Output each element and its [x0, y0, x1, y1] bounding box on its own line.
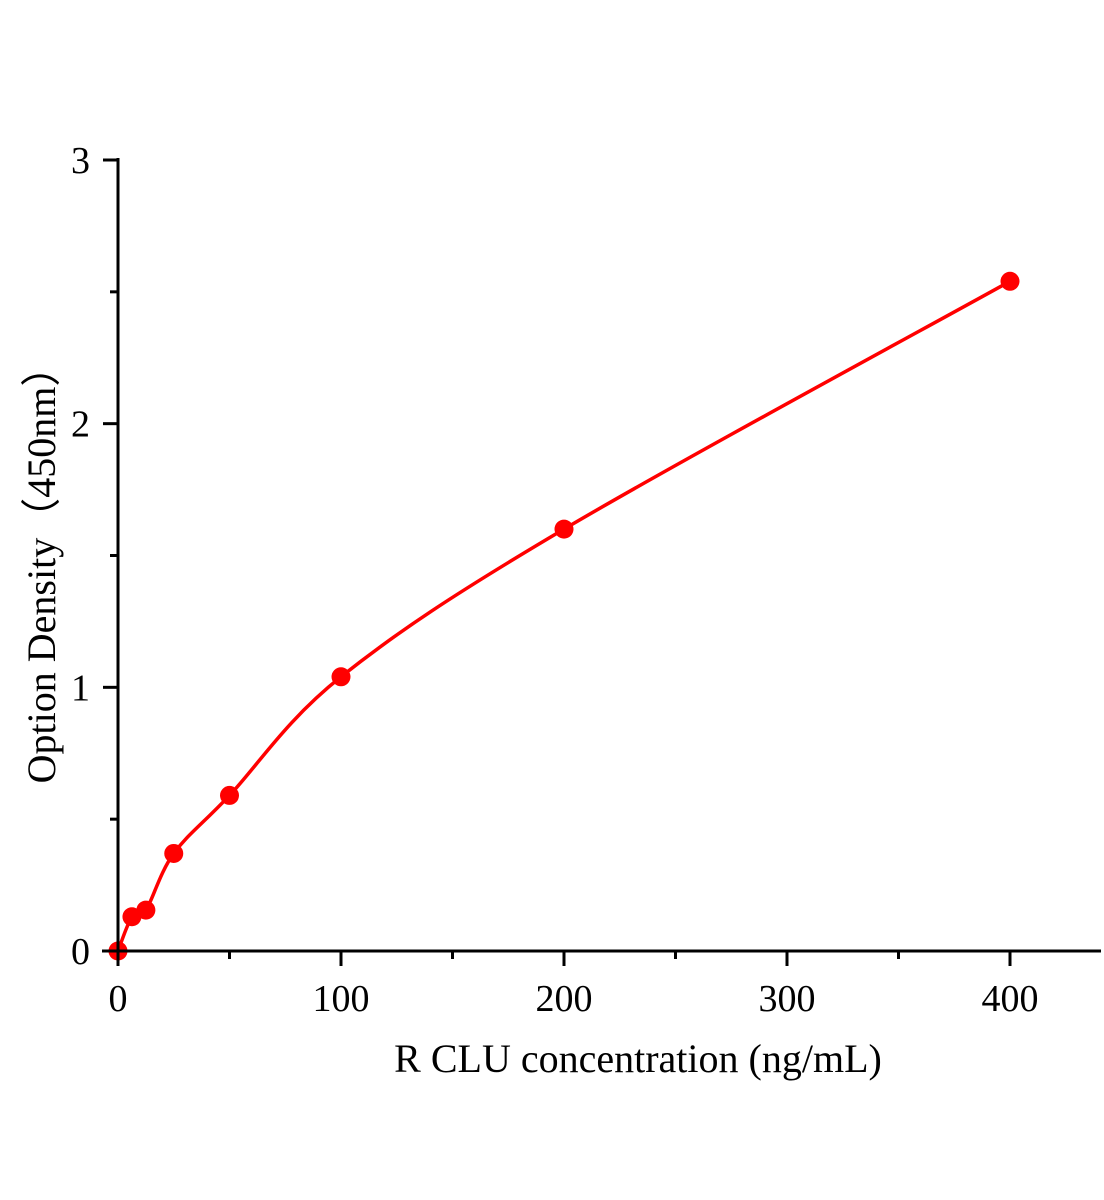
y-axis-title: Option Density（450nm） — [19, 347, 64, 784]
x-tick-label: 400 — [982, 978, 1039, 1020]
x-tick-label: 100 — [313, 978, 370, 1020]
y-tick-label: 3 — [71, 140, 90, 182]
x-tick-label: 0 — [109, 978, 128, 1020]
axes — [102, 158, 1101, 966]
data-point — [1000, 271, 1020, 291]
data-point — [220, 785, 239, 805]
data-point — [164, 843, 184, 863]
y-tick-label: 0 — [71, 931, 90, 973]
data-point — [136, 900, 156, 920]
y-tick-label: 1 — [71, 667, 90, 709]
x-axis-title: R CLU concentration (ng/mL) — [394, 1036, 882, 1081]
fit-curve — [116, 279, 1011, 952]
fit-curve-layer — [116, 279, 1011, 952]
x-tick-label: 200 — [536, 978, 593, 1020]
data-points — [108, 271, 1020, 961]
data-point — [331, 667, 351, 687]
y-tick-labels: 0 1 2 3 — [71, 140, 90, 973]
x-tick-label: 300 — [759, 978, 816, 1020]
x-tick-labels: 0 100 200 300 400 — [109, 978, 1039, 1020]
data-point — [554, 519, 574, 539]
y-tick-label: 2 — [71, 404, 90, 446]
